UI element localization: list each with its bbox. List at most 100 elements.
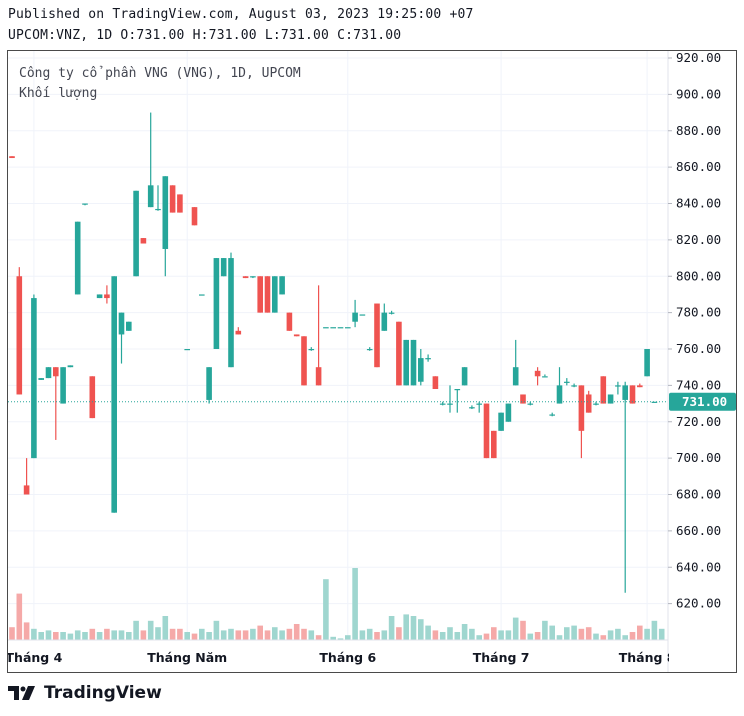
candle: [359, 314, 366, 316]
volume-bar: [228, 628, 234, 640]
x-tick-label: Tháng 8: [619, 650, 676, 665]
volume-bar: [337, 638, 344, 640]
candle: [147, 112, 154, 208]
candle-body: [96, 294, 103, 299]
volume-bar: [293, 624, 300, 640]
candle: [337, 327, 344, 329]
candle-body: [82, 203, 88, 205]
candle: [542, 374, 548, 378]
candle-body: [337, 327, 344, 329]
candle: [345, 327, 351, 329]
candle: [447, 385, 453, 413]
y-tick-label: 880.00: [676, 123, 721, 138]
volume-bar: [658, 628, 665, 640]
candle: [505, 403, 512, 422]
candle-body: [169, 185, 176, 213]
last-price-label-bg: [669, 392, 736, 411]
volume-bar: [454, 632, 461, 640]
candle: [651, 401, 658, 403]
chart-legend-title: Công ty cổ phần VNG (VNG), 1D, UPCOM: [19, 66, 301, 81]
y-tick-label: 700.00: [676, 450, 721, 465]
volume-bar: [23, 622, 30, 640]
candle-body: [651, 401, 658, 403]
volume-bar: [396, 627, 402, 640]
candle: [607, 394, 614, 404]
volume-bar: [213, 620, 220, 640]
candle: [191, 207, 198, 226]
candle-body: [293, 334, 300, 337]
volume-bar: [82, 632, 88, 640]
x-tick-label: Tháng 4: [8, 650, 63, 665]
candle: [228, 252, 234, 368]
candle-body: [301, 336, 307, 386]
candle: [564, 378, 570, 386]
candle-body: [439, 403, 446, 405]
volume-bar: [549, 625, 555, 640]
candle-body: [191, 207, 198, 226]
candle: [381, 303, 388, 331]
volume-bar: [53, 632, 59, 640]
candle-body: [491, 430, 497, 459]
candle-body: [9, 156, 15, 159]
volume-bar: [155, 627, 161, 640]
volume-bar: [279, 630, 285, 640]
candle: [169, 185, 176, 213]
candle-body: [585, 394, 592, 413]
volume-bar: [564, 627, 570, 640]
volume-bar: [498, 630, 504, 640]
candle: [96, 294, 103, 299]
volume-bar: [600, 635, 607, 640]
y-tick-label: 720.00: [676, 414, 721, 429]
volume-bar: [45, 630, 52, 640]
volume-bar: [250, 628, 256, 640]
candle-body: [31, 298, 37, 459]
candle: [184, 349, 190, 351]
candle-body: [644, 349, 650, 377]
candle: [600, 376, 607, 404]
candle: [67, 365, 74, 368]
candle: [425, 354, 431, 362]
candle-body: [505, 403, 512, 422]
candle: [622, 381, 628, 593]
volume-bar: [308, 630, 315, 640]
volume-bar: [286, 628, 293, 640]
volume-bar: [403, 614, 409, 640]
volume-bar: [89, 628, 96, 640]
last-price-label: 731.00: [669, 392, 736, 411]
candle: [527, 401, 534, 406]
candle-body: [527, 403, 534, 405]
volume-bar: [235, 630, 242, 640]
candle-body: [607, 394, 614, 404]
candle: [469, 405, 475, 410]
candle-body: [67, 365, 74, 368]
candle-body: [133, 190, 139, 277]
candle-body: [45, 367, 52, 379]
volume-bar: [330, 636, 336, 640]
candle: [644, 349, 650, 377]
candle: [155, 185, 161, 211]
volume-bar: [512, 617, 519, 640]
candle: [432, 376, 439, 390]
volume-bar: [257, 625, 263, 640]
candle-body: [323, 327, 329, 329]
chart-canvas[interactable]: 920.00 900.00 880.00 860.00 840.00 820.00 800.…: [8, 51, 737, 673]
volume-bar: [578, 628, 585, 640]
volume-bar: [199, 628, 205, 640]
candle-body: [381, 312, 388, 331]
scale-corner: [669, 641, 736, 672]
candle-body: [571, 385, 577, 387]
candle-body: [461, 367, 468, 386]
candle-body: [235, 330, 242, 335]
candle-body: [418, 358, 424, 382]
volume-bar: [272, 627, 278, 640]
candle-body: [593, 403, 599, 405]
candle-body: [155, 208, 161, 211]
candle-body: [622, 385, 628, 400]
volume-bar: [520, 620, 526, 640]
volume-bar: [432, 630, 439, 640]
volume-bar: [191, 633, 198, 640]
y-tick-label: 640.00: [676, 559, 721, 574]
candle: [556, 367, 563, 404]
chart-frame[interactable]: 920.00 900.00 880.00 860.00 840.00 820.00 800.…: [7, 50, 737, 673]
candle: [257, 276, 263, 313]
